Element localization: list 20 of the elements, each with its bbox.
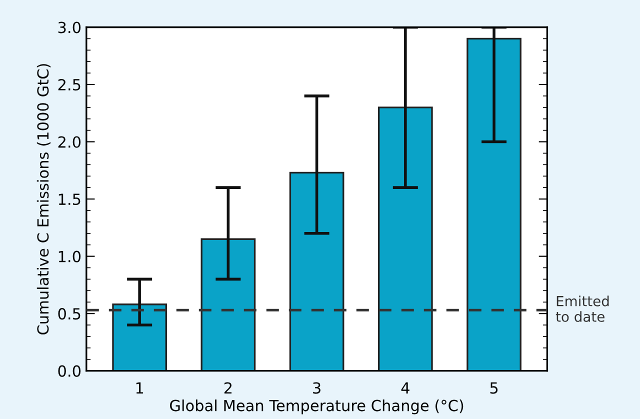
bar xyxy=(378,106,433,371)
y-tick-label: 2.0 xyxy=(58,136,81,148)
y-axis-title: Cumulative C Emissions (1000 GtC) xyxy=(36,64,51,334)
bar xyxy=(200,238,256,371)
bar xyxy=(112,304,167,371)
ref-line-label: Emitted to date xyxy=(556,296,609,322)
x-tick-label: 4 xyxy=(401,382,410,394)
bar xyxy=(466,38,522,371)
x-axis-title: Global Mean Temperature Change (°C) xyxy=(170,399,464,414)
x-tick-label: 2 xyxy=(224,382,232,394)
y-tick-label: 0.5 xyxy=(58,308,80,320)
y-tick-label: 1.0 xyxy=(58,250,81,262)
x-tick-label: 1 xyxy=(136,382,144,394)
bar xyxy=(289,172,344,371)
x-tick-label: 5 xyxy=(490,382,498,394)
y-tick-label: 2.5 xyxy=(58,78,80,91)
x-tick-label: 3 xyxy=(313,382,320,394)
y-tick-label: 0.0 xyxy=(58,365,81,377)
y-tick-label: 3.0 xyxy=(58,22,81,34)
y-tick-label: 1.5 xyxy=(58,194,80,206)
